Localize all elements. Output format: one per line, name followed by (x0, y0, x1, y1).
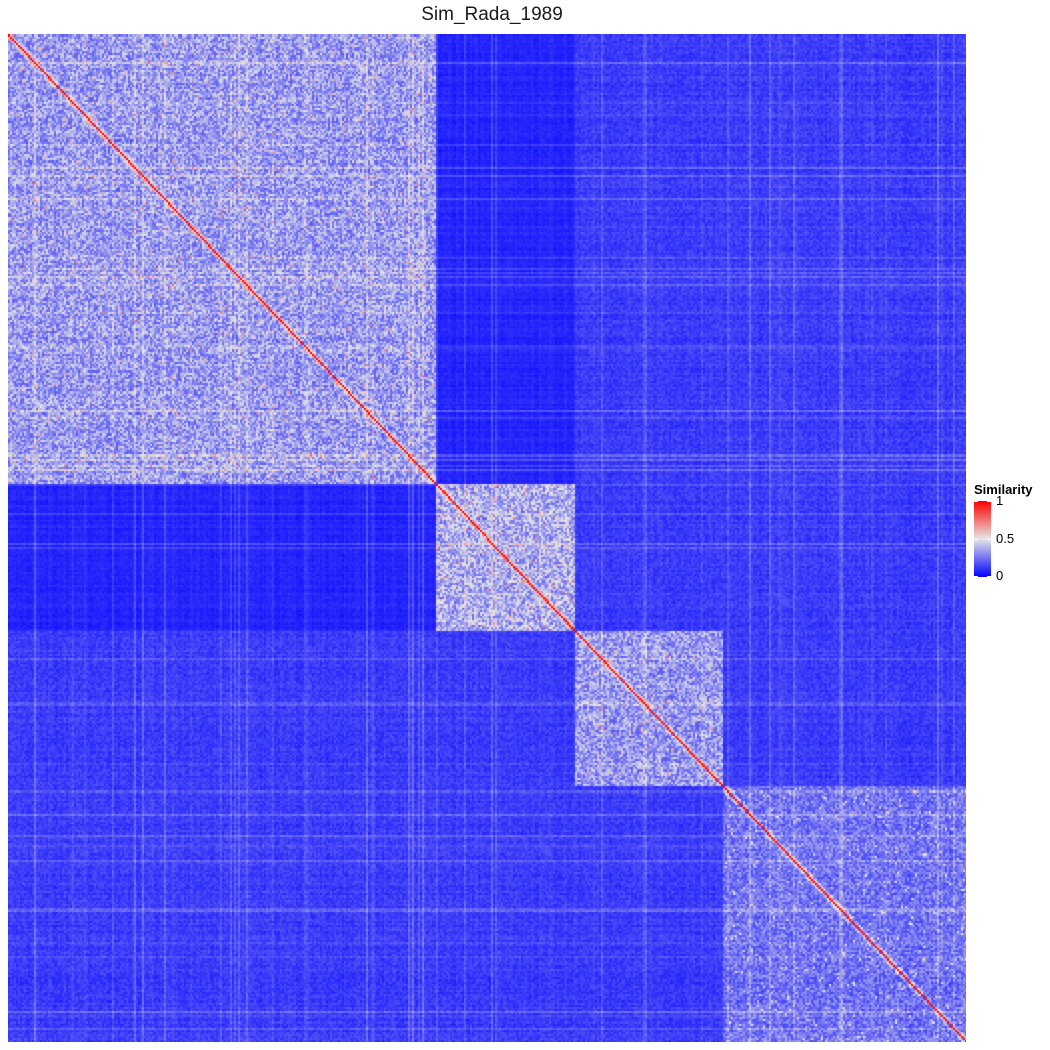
legend-tick-label: 0 (996, 568, 1004, 583)
legend-colorbar (974, 501, 991, 577)
legend-title: Similarity (974, 482, 1033, 497)
legend: Similarity 1 0.5 0 (974, 482, 1050, 602)
similarity-heatmap (8, 34, 966, 1042)
legend-tick-mark (974, 501, 978, 502)
legend-tick-label: 1 (996, 493, 1004, 508)
legend-tick-mark (987, 501, 991, 502)
legend-tick-mark (987, 576, 991, 577)
legend-tick-mark (974, 576, 978, 577)
legend-tick-mark (974, 538, 978, 540)
chart-title: Sim_Rada_1989 (421, 4, 563, 25)
legend-tick-label: 0.5 (996, 530, 1015, 546)
heatmap-panel (8, 34, 966, 1042)
legend-tick-mark (987, 538, 991, 540)
